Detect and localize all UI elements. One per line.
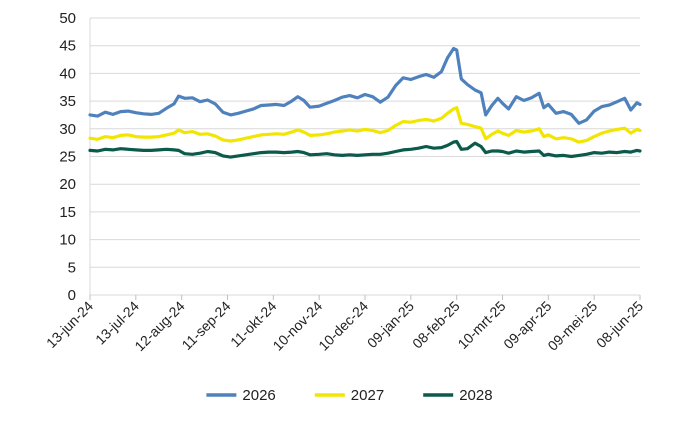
legend: 2026 2027 2028 (206, 387, 493, 404)
x-tick-label: 09-jan-25 (364, 298, 417, 351)
legend-label-2027: 2027 (351, 387, 384, 404)
y-tick-label: 20 (59, 176, 76, 193)
x-tick-label: 08-feb-25 (409, 298, 463, 352)
y-tick-label: 30 (59, 121, 76, 138)
y-tick-label: 40 (59, 65, 76, 82)
series-line-2026 (88, 46, 642, 125)
y-tick-label: 50 (59, 10, 76, 27)
grid-lines (90, 17, 640, 268)
series-line-2028 (88, 139, 642, 159)
x-tick-label: 13-jun-24 (43, 298, 96, 351)
y-tick-label: 5 (68, 259, 76, 276)
y-tick-label: 45 (59, 38, 76, 55)
y-tick-label: 15 (59, 204, 76, 221)
series-line-2027 (88, 106, 642, 144)
x-tick-label: 10-mrt-25 (454, 298, 508, 352)
series-lines (88, 46, 642, 159)
y-tick-label: 10 (59, 232, 76, 249)
y-axis-tick-labels: 0 5 10 15 20 25 30 35 40 45 50 (59, 10, 76, 304)
x-axis-tick-labels: 13-jun-2413-jul-2412-aug-2411-sep-2411-o… (43, 295, 646, 354)
y-tick-label: 0 (68, 287, 76, 304)
x-tick-label: 08-jun-25 (593, 298, 646, 351)
y-tick-label: 25 (59, 149, 76, 166)
x-tick-label: 11-sep-24 (178, 298, 233, 353)
y-tick-label: 35 (59, 93, 76, 110)
x-tick-label: 09-mei-25 (544, 298, 600, 354)
x-tick-label: 12-aug-24 (131, 298, 188, 355)
x-tick-label: 10-dec-24 (315, 298, 371, 354)
legend-label-2026: 2026 (242, 387, 275, 404)
legend-label-2028: 2028 (459, 387, 492, 404)
